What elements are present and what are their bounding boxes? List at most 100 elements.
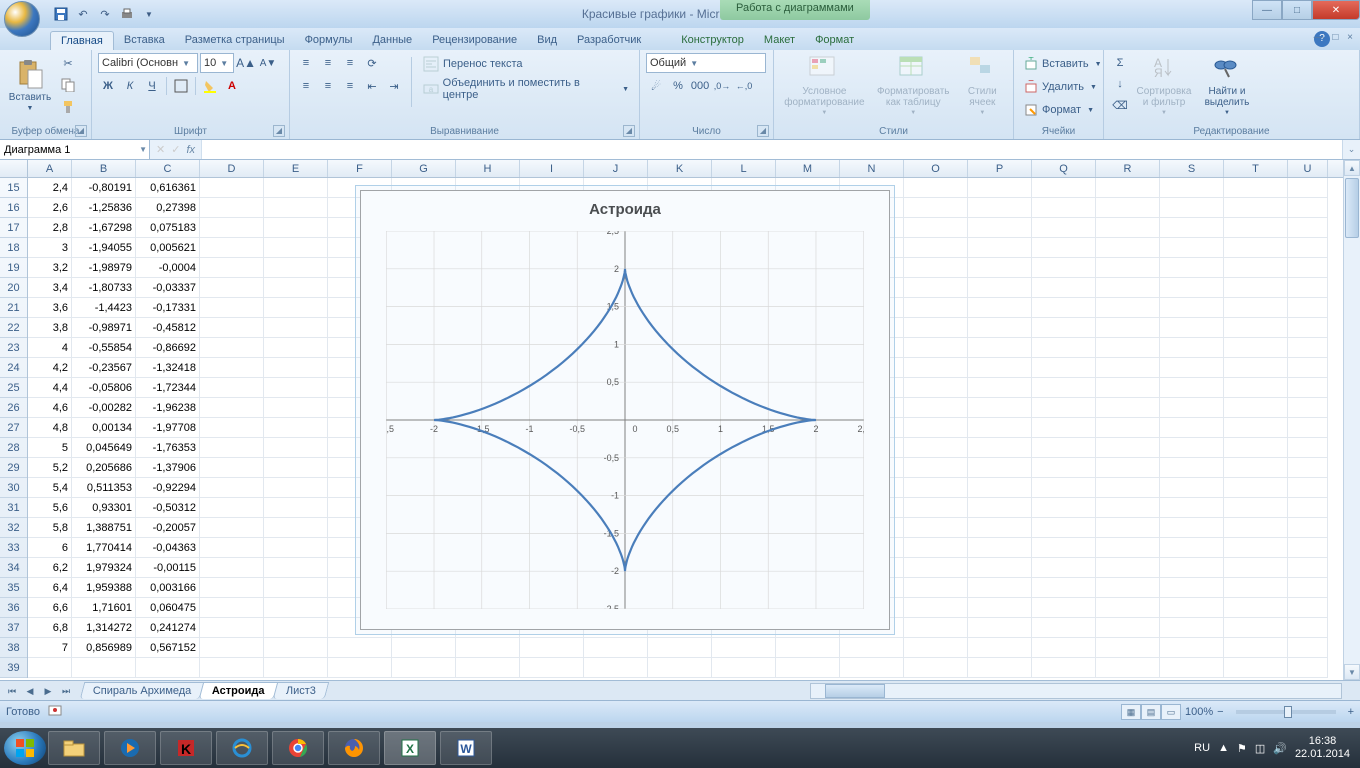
cell[interactable] xyxy=(1032,438,1096,458)
cell[interactable] xyxy=(1096,638,1160,658)
cell[interactable]: 0,205686 xyxy=(72,458,136,478)
cell[interactable] xyxy=(392,658,456,678)
cell[interactable] xyxy=(648,638,712,658)
zoom-level[interactable]: 100% xyxy=(1185,706,1213,718)
cell[interactable] xyxy=(1032,538,1096,558)
cell[interactable] xyxy=(1224,658,1288,678)
cell[interactable] xyxy=(136,658,200,678)
save-icon[interactable] xyxy=(52,5,70,23)
comma-icon[interactable]: 000 xyxy=(690,76,710,96)
cell[interactable]: -0,20057 xyxy=(136,518,200,538)
taskbar-explorer-icon[interactable] xyxy=(48,731,100,765)
cell[interactable] xyxy=(1224,498,1288,518)
row-header[interactable]: 17 xyxy=(0,218,27,238)
cell[interactable] xyxy=(1032,418,1096,438)
align-left-icon[interactable]: ≡ xyxy=(296,76,316,96)
cell[interactable]: 1,959388 xyxy=(72,578,136,598)
cell[interactable] xyxy=(968,338,1032,358)
row-header[interactable]: 22 xyxy=(0,318,27,338)
cell[interactable] xyxy=(1224,438,1288,458)
cell[interactable] xyxy=(1160,238,1224,258)
cell[interactable] xyxy=(1096,618,1160,638)
row-header[interactable]: 21 xyxy=(0,298,27,318)
cell[interactable] xyxy=(1032,358,1096,378)
tray-flag-icon[interactable]: ⚑ xyxy=(1237,742,1247,755)
decrease-indent-icon[interactable]: ⇤ xyxy=(362,76,382,96)
cell[interactable]: 0,003166 xyxy=(136,578,200,598)
cell[interactable] xyxy=(712,638,776,658)
cell[interactable] xyxy=(904,398,968,418)
taskbar-firefox-icon[interactable] xyxy=(328,731,380,765)
cell[interactable]: 2,8 xyxy=(28,218,72,238)
cell[interactable] xyxy=(1032,318,1096,338)
cell[interactable]: 0,045649 xyxy=(72,438,136,458)
cell[interactable] xyxy=(264,198,328,218)
row-header[interactable]: 28 xyxy=(0,438,27,458)
cell[interactable] xyxy=(1096,438,1160,458)
cell[interactable] xyxy=(72,658,136,678)
row-header[interactable]: 38 xyxy=(0,638,27,658)
column-header[interactable]: C xyxy=(136,160,200,177)
align-right-icon[interactable]: ≡ xyxy=(340,76,360,96)
cell[interactable]: -1,4423 xyxy=(72,298,136,318)
normal-view-icon[interactable]: ▦ xyxy=(1121,704,1141,720)
format-as-table-button[interactable]: Форматировать как таблицу▼ xyxy=(873,53,954,119)
cell[interactable]: -0,80191 xyxy=(72,178,136,198)
cell[interactable] xyxy=(264,318,328,338)
ribbon-contextual-tab[interactable]: Макет xyxy=(754,31,805,50)
cell[interactable]: -1,32418 xyxy=(136,358,200,378)
cell[interactable] xyxy=(904,498,968,518)
cell[interactable]: 0,060475 xyxy=(136,598,200,618)
cell[interactable] xyxy=(904,358,968,378)
close-button[interactable]: ✕ xyxy=(1312,0,1360,20)
cell[interactable] xyxy=(200,258,264,278)
cell[interactable] xyxy=(904,518,968,538)
tray-lang[interactable]: RU xyxy=(1194,742,1210,754)
cell[interactable] xyxy=(1096,378,1160,398)
cell[interactable] xyxy=(1096,598,1160,618)
cell[interactable] xyxy=(1096,258,1160,278)
cell[interactable] xyxy=(200,598,264,618)
cell[interactable]: 6 xyxy=(28,538,72,558)
cell[interactable] xyxy=(1160,458,1224,478)
column-header[interactable]: D xyxy=(200,160,264,177)
taskbar-ie-icon[interactable] xyxy=(216,731,268,765)
row-header[interactable]: 24 xyxy=(0,358,27,378)
cell[interactable]: 4,8 xyxy=(28,418,72,438)
cell[interactable] xyxy=(264,558,328,578)
row-header[interactable]: 39 xyxy=(0,658,27,678)
ribbon-contextual-tab[interactable]: Конструктор xyxy=(671,31,754,50)
cell[interactable] xyxy=(264,438,328,458)
cell[interactable]: 1,314272 xyxy=(72,618,136,638)
cell[interactable] xyxy=(1096,218,1160,238)
cell[interactable] xyxy=(1096,238,1160,258)
zoom-slider[interactable] xyxy=(1236,710,1336,714)
cell[interactable] xyxy=(1288,378,1328,398)
cell[interactable]: -1,96238 xyxy=(136,398,200,418)
cell[interactable] xyxy=(904,178,968,198)
ribbon-tab[interactable]: Рецензирование xyxy=(422,31,527,50)
taskbar-word-icon[interactable]: W xyxy=(440,731,492,765)
row-header[interactable]: 31 xyxy=(0,498,27,518)
cell[interactable] xyxy=(1096,538,1160,558)
cell[interactable] xyxy=(200,418,264,438)
cell[interactable] xyxy=(1288,238,1328,258)
cell[interactable] xyxy=(1032,478,1096,498)
cell[interactable] xyxy=(264,518,328,538)
chart-plot-area[interactable]: -2,5-2-1,5-1-0,500,511,522,5-2,5-2-1,5-1… xyxy=(386,231,864,609)
copy-icon[interactable] xyxy=(58,75,78,95)
cell[interactable] xyxy=(264,238,328,258)
cell[interactable] xyxy=(1032,238,1096,258)
taskbar-mediaplayer-icon[interactable] xyxy=(104,731,156,765)
cell[interactable] xyxy=(1224,558,1288,578)
cell[interactable]: -0,00282 xyxy=(72,398,136,418)
cell[interactable] xyxy=(200,438,264,458)
cell[interactable]: 5 xyxy=(28,438,72,458)
cell[interactable] xyxy=(456,638,520,658)
cell[interactable] xyxy=(1160,618,1224,638)
orientation-oriented-icon[interactable]: ⟳ xyxy=(362,53,382,73)
cell[interactable] xyxy=(776,658,840,678)
cell[interactable] xyxy=(776,638,840,658)
cell[interactable] xyxy=(1096,278,1160,298)
cell[interactable] xyxy=(904,238,968,258)
